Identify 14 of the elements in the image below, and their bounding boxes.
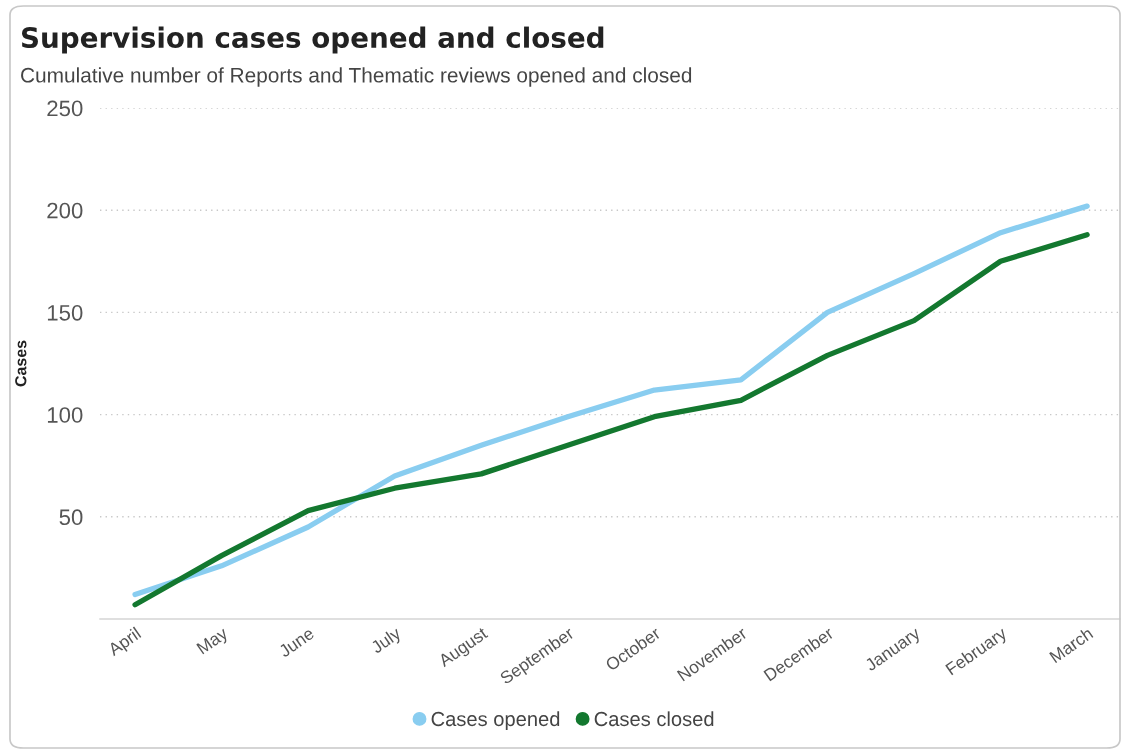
x-tick-label: June [277,626,315,658]
y-tick-label: 50 [59,509,83,526]
x-tick-label: May [196,626,231,658]
legend-label: Cases closed [594,711,714,727]
chart-subtitle: Cumulative number of Reports and Thematic reviews opened and closed [21,67,692,87]
x-tick-label: April [106,626,144,660]
y-axis-title: Cases [15,340,27,387]
y-tick-label: 150 [47,304,83,321]
y-tick-label: 100 [47,407,83,423]
y-tick-label: 200 [47,202,83,219]
x-tick-label: July [369,625,404,657]
legend-label: Cases opened [431,711,560,731]
chart-title: Supervision cases opened and closed [21,26,604,54]
y-tick-label: 250 [47,100,83,117]
